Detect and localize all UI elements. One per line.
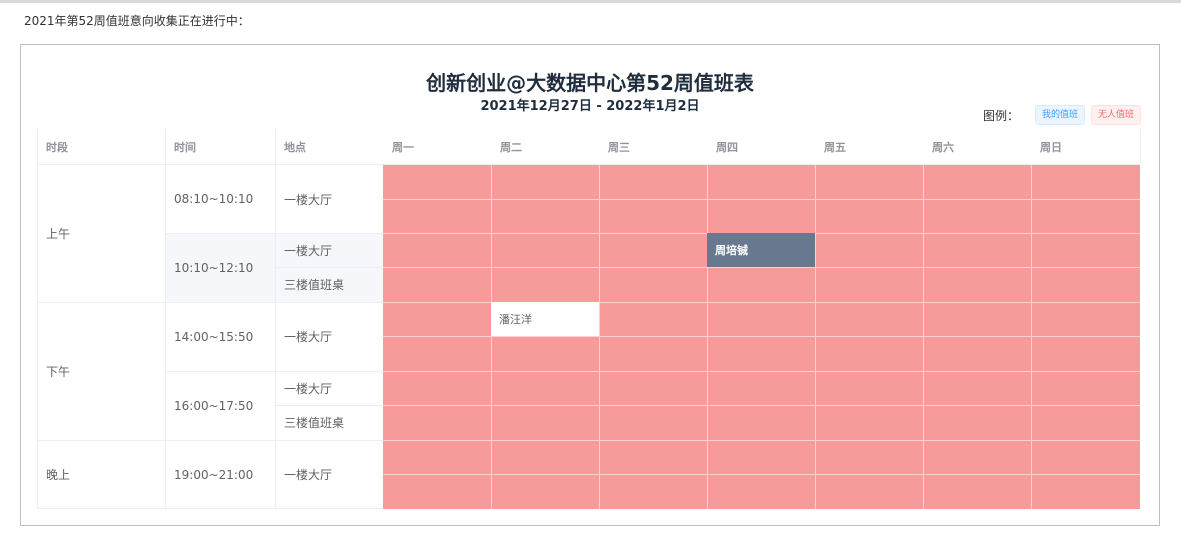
- header-day-wed: 周三: [599, 129, 707, 165]
- col-divider: [165, 129, 166, 509]
- time-slot: 19:00~21:00: [174, 467, 254, 482]
- date-range: 2021年12月27日 - 2022年1月2日: [480, 99, 700, 114]
- col-divider: [37, 129, 38, 509]
- location-cell: 三楼值班桌: [284, 416, 345, 430]
- page-title: 创新创业@大数据中心第52周值班表: [426, 71, 754, 95]
- header-day-fri: 周五: [815, 129, 923, 165]
- header-time: 时间: [165, 129, 275, 165]
- grid-col-line: [923, 165, 924, 509]
- col-divider: [1140, 129, 1141, 165]
- row-divider: [275, 267, 383, 268]
- location-cell: 一楼大厅: [284, 330, 333, 344]
- grid-col-line: [491, 165, 492, 509]
- time-slot: 14:00~15:50: [174, 329, 254, 344]
- header-day-sat: 周六: [923, 129, 1031, 165]
- grid-col-line: [707, 165, 708, 509]
- period-evening: 晚上: [46, 468, 71, 482]
- col-divider: [275, 129, 276, 509]
- row-divider: [165, 371, 383, 372]
- schedule-grid: 周培铖 潘汪洋: [383, 165, 1140, 509]
- row-divider: [275, 405, 383, 406]
- header-period: 时段: [37, 129, 165, 165]
- location-cell: 一楼大厅: [284, 243, 333, 258]
- grid-row-line: [383, 199, 1140, 200]
- header-day-thu: 周四: [707, 129, 815, 165]
- top-divider: [0, 0, 1181, 3]
- grid-row-line: [383, 267, 1140, 268]
- grid-row-line: [383, 336, 1140, 337]
- grid-col-line: [1031, 165, 1032, 509]
- grid-row-line: [383, 474, 1140, 475]
- schedule-card: 创新创业@大数据中心第52周值班表 2021年12月27日 - 2022年1月2…: [20, 44, 1160, 526]
- grid-row-line: [383, 371, 1140, 372]
- period-morning: 上午: [46, 227, 71, 241]
- legend-label: 图例：: [982, 108, 1019, 123]
- row-divider: [37, 508, 383, 509]
- row-divider: [37, 440, 383, 441]
- header-location: 地点: [275, 129, 383, 165]
- row-divider: [165, 233, 383, 234]
- header-day-mon: 周一: [383, 129, 491, 165]
- legend: 图例： 我的值班 无人值班: [983, 105, 1141, 125]
- grid-row-line: [383, 302, 1140, 303]
- legend-unassigned-tag: 无人值班: [1090, 105, 1141, 125]
- grid-col-line: [599, 165, 600, 509]
- time-slot: 08:10~10:10: [174, 192, 254, 206]
- schedule-table: 时段 时间 地点 周一 周二 周三 周四 周五 周六 周日 上午 下午 晚上 0…: [37, 129, 1141, 509]
- grid-col-line: [815, 165, 816, 509]
- grid-row-line: [383, 405, 1140, 406]
- time-slot: 10:10~12:10: [174, 260, 254, 275]
- period-afternoon: 下午: [46, 364, 71, 379]
- location-cell: 一楼大厅: [284, 468, 333, 482]
- location-cell: 一楼大厅: [284, 192, 333, 207]
- row-divider: [37, 302, 383, 303]
- location-cell: 一楼大厅: [284, 381, 333, 396]
- collection-notice: 2021年第52周值班意向收集正在进行中：: [24, 14, 250, 28]
- shift-slot-assigned[interactable]: 周培铖: [707, 233, 815, 267]
- grid-row-line: [383, 440, 1140, 441]
- shift-slot-mine[interactable]: 潘汪洋: [491, 302, 599, 336]
- header-day-tue: 周二: [491, 129, 599, 165]
- header-day-sun: 周日: [1031, 129, 1141, 165]
- legend-my-shift-tag: 我的值班: [1034, 105, 1085, 125]
- location-cell: 三楼值班桌: [284, 278, 345, 292]
- time-slot: 16:00~17:50: [174, 398, 254, 413]
